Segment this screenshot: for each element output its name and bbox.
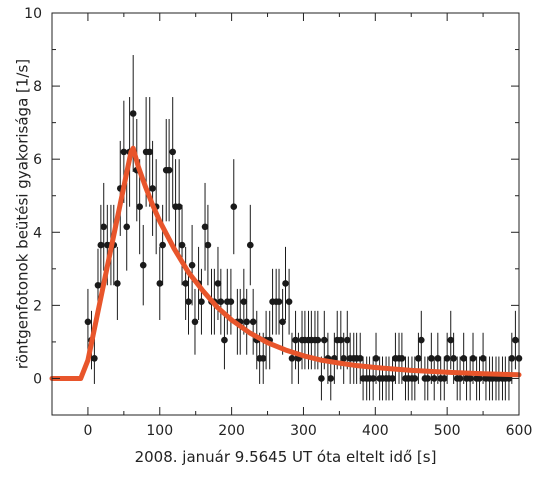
data-point bbox=[259, 355, 267, 362]
x-tick-label: 200 bbox=[218, 423, 245, 439]
data-point bbox=[221, 336, 228, 344]
data-point bbox=[292, 336, 299, 344]
data-point bbox=[318, 375, 325, 382]
y-tick-label: 8 bbox=[33, 79, 42, 95]
data-point bbox=[447, 336, 455, 344]
data-point bbox=[479, 355, 487, 362]
data-point bbox=[430, 375, 438, 382]
data-point bbox=[188, 261, 196, 269]
data-point bbox=[460, 355, 467, 362]
y-tick-label: 10 bbox=[24, 6, 42, 22]
data-point bbox=[136, 203, 143, 210]
data-point bbox=[275, 298, 283, 306]
data-point bbox=[428, 355, 435, 362]
data-point bbox=[182, 280, 189, 287]
data-point bbox=[185, 298, 192, 306]
data-point bbox=[288, 355, 296, 362]
x-axis-title: 2008. január 9.5645 UT óta eltelt idő [s… bbox=[135, 448, 437, 466]
data-point bbox=[282, 280, 289, 287]
data-point bbox=[94, 281, 102, 289]
data-point bbox=[191, 318, 199, 326]
data-point bbox=[434, 355, 442, 362]
data-point bbox=[340, 355, 347, 362]
data-point bbox=[178, 241, 186, 249]
error-bars-group bbox=[87, 55, 520, 401]
data-point bbox=[214, 280, 222, 287]
data-point bbox=[411, 375, 419, 382]
data-point bbox=[343, 336, 351, 344]
data-point bbox=[156, 280, 164, 287]
y-axis-title: röntgenfotonok beütési gyakorisága [1/s] bbox=[13, 59, 31, 369]
y-tick-label: 0 bbox=[33, 371, 42, 387]
x-tick-label: 100 bbox=[146, 423, 173, 439]
data-point bbox=[120, 148, 128, 156]
data-point bbox=[249, 318, 257, 326]
x-tick-label: 0 bbox=[83, 423, 92, 439]
model-fit-line bbox=[49, 145, 522, 381]
data-point bbox=[204, 241, 212, 249]
data-point bbox=[91, 355, 98, 362]
y-tick-label: 2 bbox=[33, 298, 42, 314]
data-point bbox=[84, 318, 92, 326]
data-point bbox=[169, 148, 177, 156]
x-tick-label: 600 bbox=[506, 423, 533, 439]
data-point bbox=[456, 375, 464, 382]
data-point bbox=[146, 148, 154, 156]
data-point bbox=[327, 375, 335, 382]
data-point bbox=[440, 375, 448, 382]
data-point bbox=[372, 355, 380, 362]
plot-frame bbox=[51, 12, 520, 416]
data-point bbox=[243, 318, 251, 326]
data-point bbox=[415, 355, 422, 362]
y-tick-labels: 0 2 4 6 8 10 bbox=[24, 6, 42, 387]
y-tick-label: 4 bbox=[33, 225, 42, 241]
data-point bbox=[114, 280, 121, 287]
data-point bbox=[97, 241, 105, 249]
data-point bbox=[424, 375, 432, 382]
data-point bbox=[129, 110, 137, 117]
data-point bbox=[476, 375, 483, 382]
data-point bbox=[320, 336, 328, 344]
data-point bbox=[240, 298, 248, 306]
data-point bbox=[149, 185, 156, 192]
data-point bbox=[356, 355, 364, 362]
data-point bbox=[100, 223, 108, 231]
data-point bbox=[337, 336, 345, 344]
data-point bbox=[285, 298, 293, 306]
x-tick-labels: 0 100 200 300 400 500 600 bbox=[83, 423, 532, 439]
data-point bbox=[139, 261, 147, 269]
data-point bbox=[246, 241, 254, 249]
data-point bbox=[314, 336, 322, 344]
data-point bbox=[227, 298, 235, 306]
data-point bbox=[389, 375, 396, 382]
data-point bbox=[450, 355, 457, 362]
data-point bbox=[466, 375, 474, 382]
data-point bbox=[159, 241, 166, 249]
data-point bbox=[175, 203, 183, 210]
x-tick-label: 500 bbox=[434, 423, 461, 439]
data-point bbox=[123, 223, 131, 231]
data-point bbox=[201, 223, 209, 231]
x-tick-label: 400 bbox=[362, 423, 389, 439]
data-point bbox=[369, 375, 377, 382]
data-point bbox=[508, 355, 516, 362]
data-point bbox=[469, 355, 477, 362]
axis-ticks-group bbox=[51, 12, 520, 416]
data-point bbox=[398, 355, 406, 362]
data-point bbox=[279, 318, 286, 326]
data-point bbox=[443, 355, 451, 362]
data-point bbox=[230, 203, 238, 210]
x-tick-label: 300 bbox=[290, 423, 317, 439]
data-point bbox=[165, 166, 173, 174]
data-point bbox=[198, 298, 205, 306]
data-point bbox=[217, 298, 225, 306]
data-point bbox=[417, 336, 425, 344]
data-points-group bbox=[84, 110, 523, 382]
y-tick-label: 6 bbox=[33, 152, 42, 168]
